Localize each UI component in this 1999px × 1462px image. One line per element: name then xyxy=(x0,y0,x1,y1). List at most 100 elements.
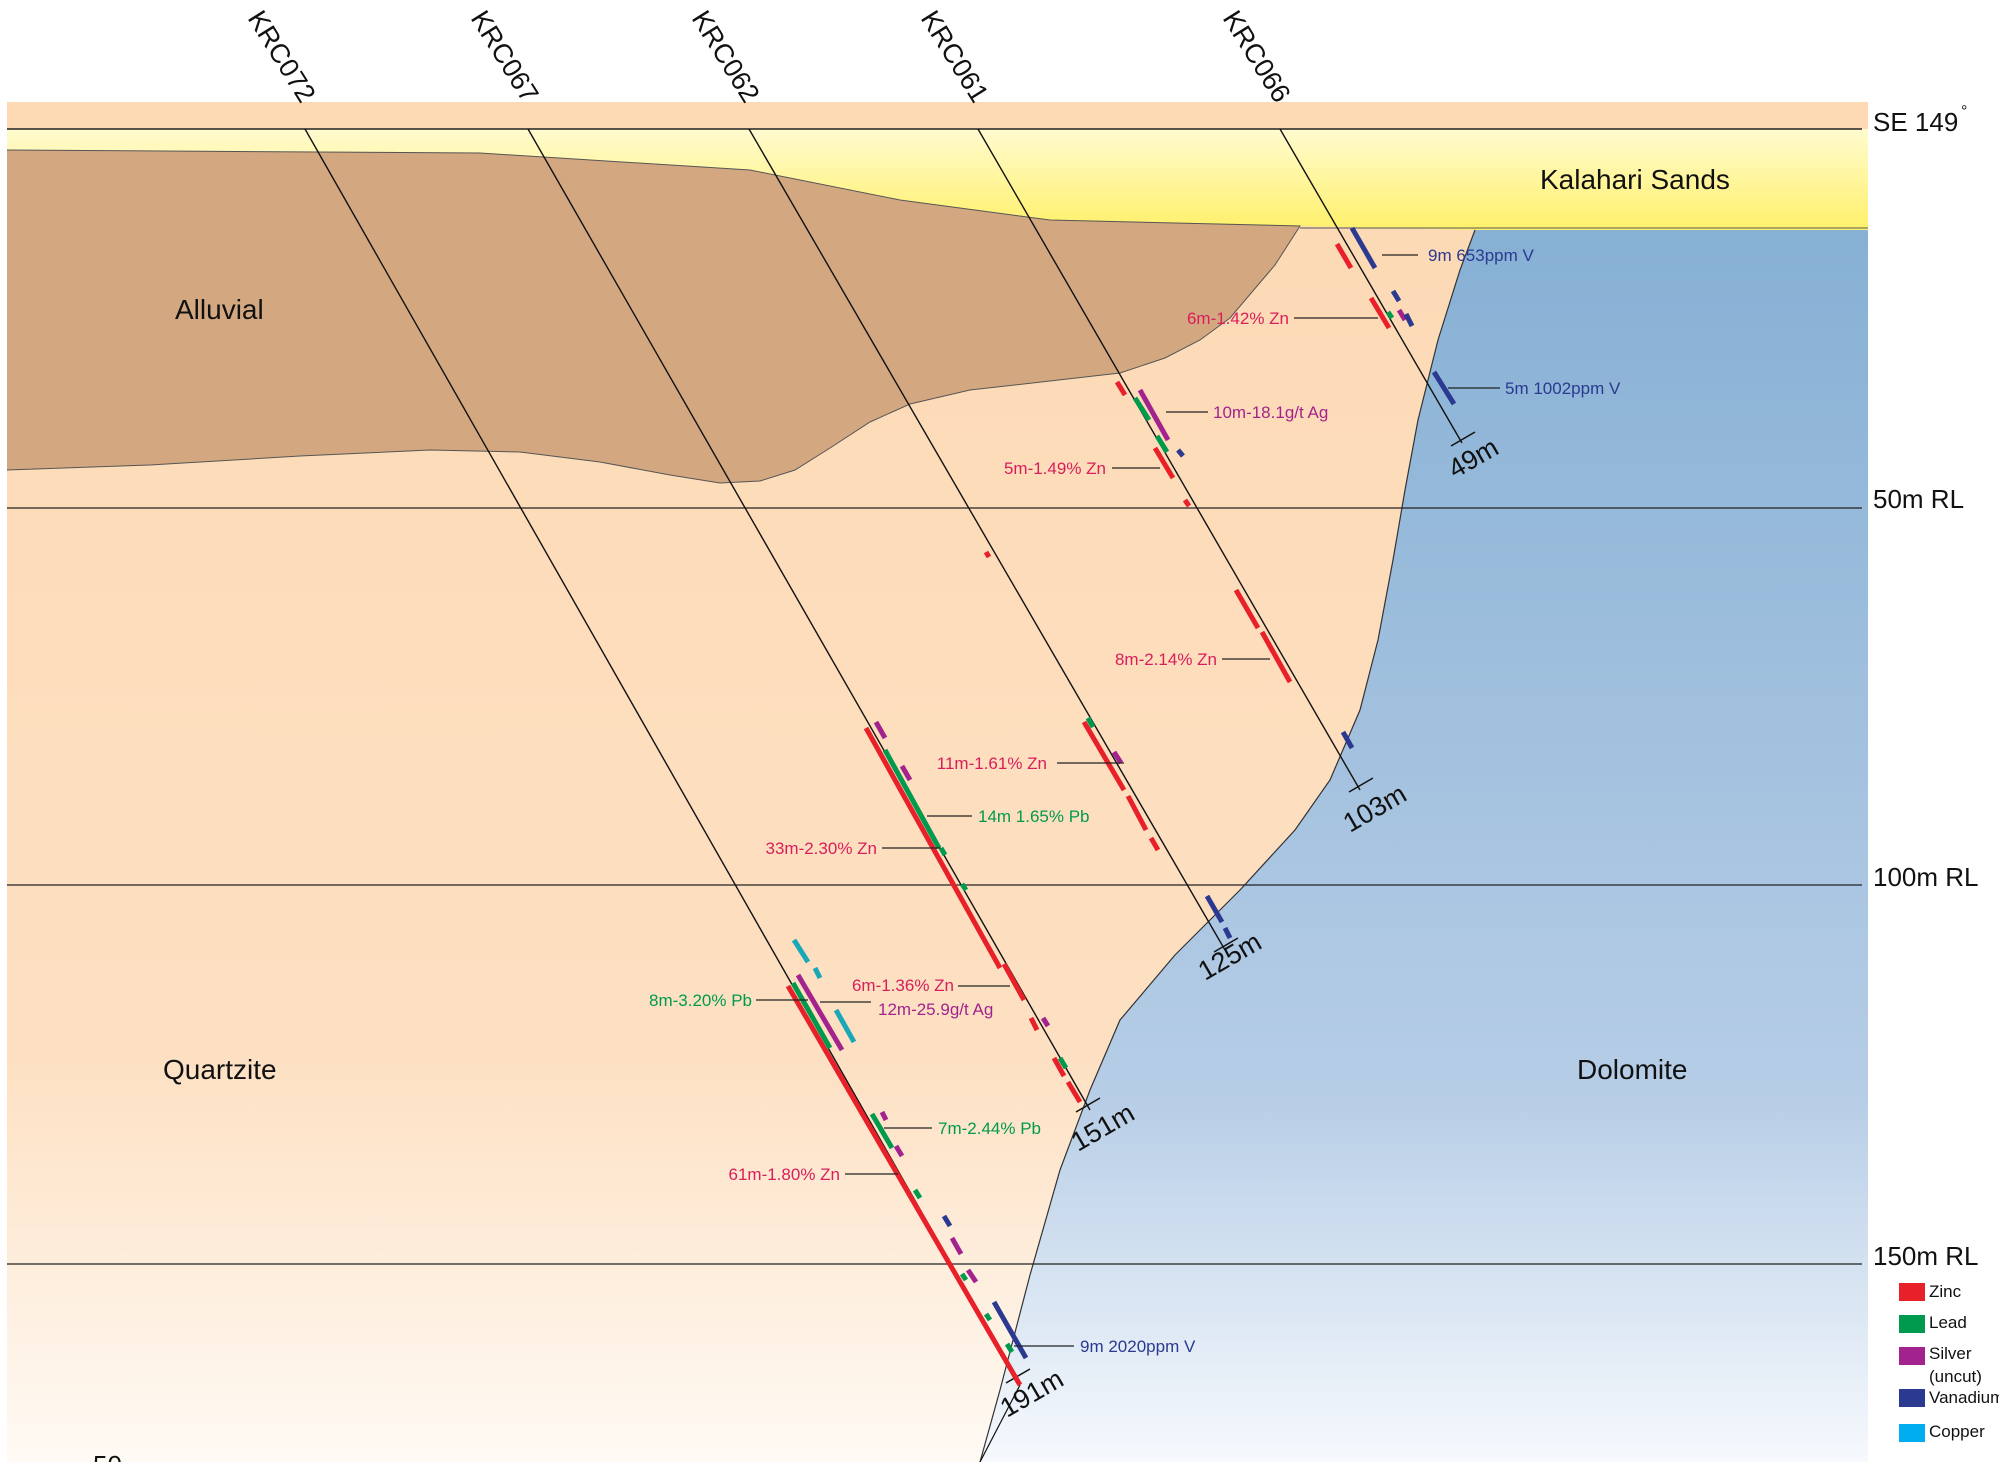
legend-swatch-vanadium xyxy=(1899,1389,1925,1407)
lead-bar xyxy=(983,1312,993,1322)
intercept-label: 9m 2020ppm V xyxy=(1080,1337,1196,1356)
intercept-label: 5m-1.49% Zn xyxy=(1004,459,1106,478)
intercept-label: 10m-18.1g/t Ag xyxy=(1213,403,1328,422)
alluvial-unit xyxy=(7,150,1300,483)
rl-label-50: 50m RL xyxy=(1873,484,1964,514)
hole-name-krc062[interactable]: KRC062 xyxy=(686,5,766,107)
zinc-bar xyxy=(1334,242,1354,270)
silver-bar xyxy=(1040,1016,1051,1028)
hole-trace-krc061[interactable] xyxy=(977,128,1361,791)
legend-label-copper: Copper xyxy=(1929,1422,1985,1441)
copper-bar xyxy=(812,966,823,980)
rl-label-100: 100m RL xyxy=(1873,862,1979,892)
intercept-label: 61m-1.80% Zn xyxy=(729,1165,841,1184)
intercept-label: 14m 1.65% Pb xyxy=(978,807,1090,826)
silver-bar xyxy=(873,720,888,740)
vanadium-bar xyxy=(1431,370,1457,406)
silver-bar xyxy=(879,1110,889,1122)
silver-bar xyxy=(1111,750,1124,765)
vanadium-bar xyxy=(1176,448,1185,458)
assays-krc072 xyxy=(785,938,1029,1387)
intercept-label: 12m-25.9g/t Ag xyxy=(878,1000,993,1019)
lead-bar xyxy=(1154,434,1170,454)
lead-bar xyxy=(959,882,969,892)
zinc-bar xyxy=(1001,962,1027,1002)
lead-bar xyxy=(938,846,948,857)
zinc-bar xyxy=(1028,1016,1040,1032)
legend: Zinc Lead Silver (uncut) Vanadium Copper xyxy=(1899,1282,1999,1442)
silver-bar xyxy=(893,1144,905,1158)
lead-bar xyxy=(1004,1342,1015,1354)
legend-swatch-lead xyxy=(1899,1315,1925,1333)
zinc-bar xyxy=(1152,446,1176,480)
lead-bar xyxy=(1132,396,1152,422)
dolomite-contact xyxy=(979,229,1476,1462)
zinc-bar xyxy=(1148,836,1161,852)
zinc-bar xyxy=(1081,720,1127,792)
degree-symbol: ° xyxy=(1961,103,1967,120)
hole-trace-krc062[interactable] xyxy=(748,128,1226,951)
hole-name-krc072[interactable]: KRC072 xyxy=(242,5,322,107)
hole-name-krc067[interactable]: KRC067 xyxy=(465,5,545,107)
hole-extension xyxy=(979,1384,1021,1462)
unit-label-dolomite: Dolomite xyxy=(1577,1054,1687,1085)
unit-label-quartzite: Quartzite xyxy=(163,1054,277,1085)
zinc-bar xyxy=(1051,1056,1067,1078)
lead-bar xyxy=(959,1272,969,1282)
intercept-labels: 9m 653ppm V 6m-1.42% Zn 5m 1002ppm V 10m… xyxy=(649,246,1621,1356)
rl-label-150: 150m RL xyxy=(1873,1241,1979,1271)
intercept-label: 8m-2.14% Zn xyxy=(1115,650,1217,669)
vanadium-bar xyxy=(1403,312,1415,328)
intercept-label: 11m-1.61% Zn xyxy=(937,754,1047,773)
vanadium-bar xyxy=(991,1300,1029,1360)
zinc-bar xyxy=(1065,1080,1083,1104)
hole-name-krc066[interactable]: KRC066 xyxy=(1217,5,1297,107)
copper-bar xyxy=(791,938,811,964)
lead-bar xyxy=(869,1112,895,1150)
hole-trace-krc066[interactable] xyxy=(1279,128,1463,444)
vanadium-bar xyxy=(1340,730,1355,750)
intercept-label: 33m-2.30% Zn xyxy=(766,839,878,858)
assays-krc061 xyxy=(1114,380,1355,750)
alluvial-boundary xyxy=(6,149,1301,484)
silver-bar xyxy=(1137,388,1171,442)
zinc-bar xyxy=(1125,794,1149,832)
assays-krc062 xyxy=(983,550,1233,940)
unit-labels: Kalahari Sands Alluvial Quartzite Dolomi… xyxy=(163,164,1730,1085)
hole-names: KRC072 KRC067 KRC062 KRC061 KRC066 xyxy=(242,5,1297,107)
legend-label-silver-note: (uncut) xyxy=(1929,1367,1982,1386)
intercept-label: 6m-1.36% Zn xyxy=(852,976,954,995)
dolomite-unit xyxy=(980,230,1868,1462)
intercept-label: 7m-2.44% Pb xyxy=(938,1119,1041,1138)
lead-bar xyxy=(1057,1056,1069,1070)
vanadium-bar xyxy=(1204,894,1225,924)
zinc-bar xyxy=(785,984,1023,1387)
zinc-bar xyxy=(1259,630,1293,684)
zinc-bar xyxy=(983,550,992,559)
silver-bar xyxy=(795,973,845,1052)
leader-lines xyxy=(756,254,1500,1347)
assays-krc066 xyxy=(1334,226,1457,406)
kalahari-sands-unit xyxy=(7,129,1868,230)
scale-fragment: 50 xyxy=(93,1450,122,1462)
eoh-ticks xyxy=(1005,431,1476,1384)
unit-label-kalahari: Kalahari Sands xyxy=(1540,164,1730,195)
copper-bar xyxy=(833,1008,857,1044)
lead-bar xyxy=(790,981,833,1050)
lead-bar xyxy=(1085,716,1096,729)
silver-bar xyxy=(899,764,913,782)
vanadium-bar xyxy=(1349,226,1378,270)
zinc-bar xyxy=(1182,498,1192,508)
intercept-label: 9m 653ppm V xyxy=(1428,246,1534,265)
hole-trace-krc067[interactable] xyxy=(527,128,1091,1111)
vanadium-bar xyxy=(1222,926,1233,940)
zinc-bar xyxy=(1368,296,1392,330)
legend-label-lead: Lead xyxy=(1929,1313,1967,1332)
intercept-label: 6m-1.42% Zn xyxy=(1187,309,1289,328)
intercept-label: 5m 1002ppm V xyxy=(1505,379,1621,398)
silver-bar xyxy=(965,1268,979,1284)
vanadium-bar xyxy=(1390,289,1402,303)
hole-name-krc061[interactable]: KRC061 xyxy=(915,5,995,107)
legend-swatch-silver xyxy=(1899,1347,1925,1365)
